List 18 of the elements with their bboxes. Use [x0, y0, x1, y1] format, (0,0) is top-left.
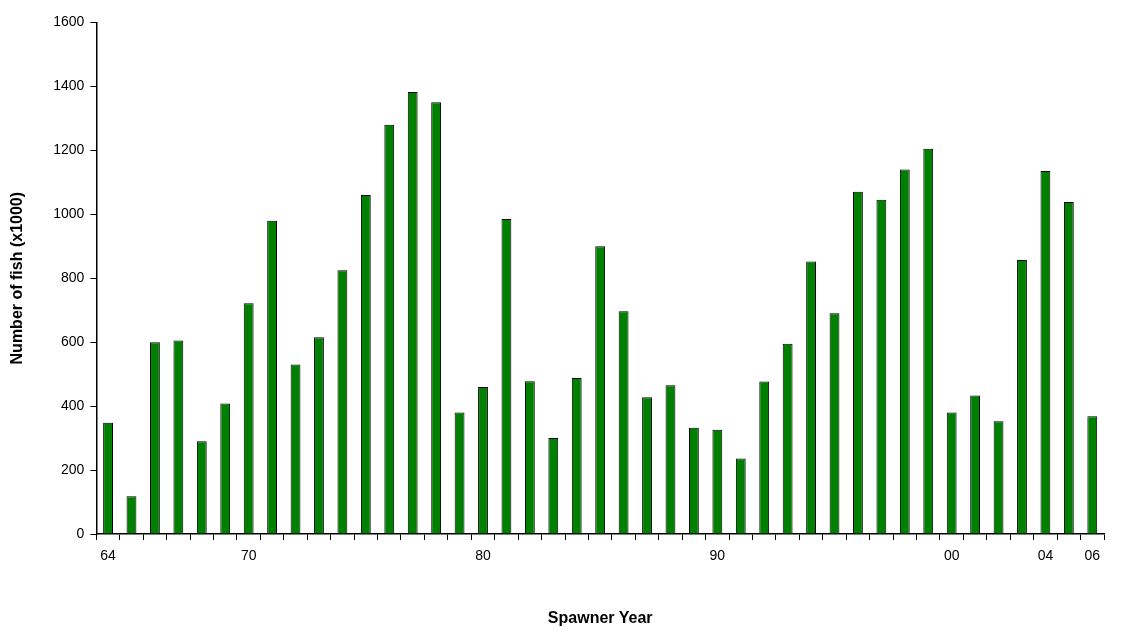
- x-tick-label: 06: [1084, 547, 1101, 564]
- y-axis-title: Number of fish (x1000): [8, 191, 26, 365]
- x-axis-title: Spawner Year: [547, 608, 653, 626]
- x-tick-label: 80: [475, 547, 491, 564]
- y-tick-label: 800: [60, 269, 85, 286]
- x-tick-label: 70: [240, 547, 257, 564]
- x-tick-label: 64: [100, 547, 117, 564]
- y-tick-label: 1400: [53, 77, 85, 94]
- x-tick-label: 90: [709, 547, 726, 564]
- y-tick-label: 1600: [53, 13, 85, 30]
- y-tick-label: 200: [60, 460, 85, 477]
- x-tick-label: 00: [943, 547, 960, 564]
- y-tick-label: 600: [60, 333, 85, 350]
- y-tick-label: 0: [76, 524, 85, 541]
- y-tick-label: 1000: [53, 205, 85, 222]
- y-tick-label: 1200: [53, 141, 85, 158]
- x-tick-label: 04: [1037, 547, 1054, 564]
- y-tick-label: 400: [60, 396, 85, 413]
